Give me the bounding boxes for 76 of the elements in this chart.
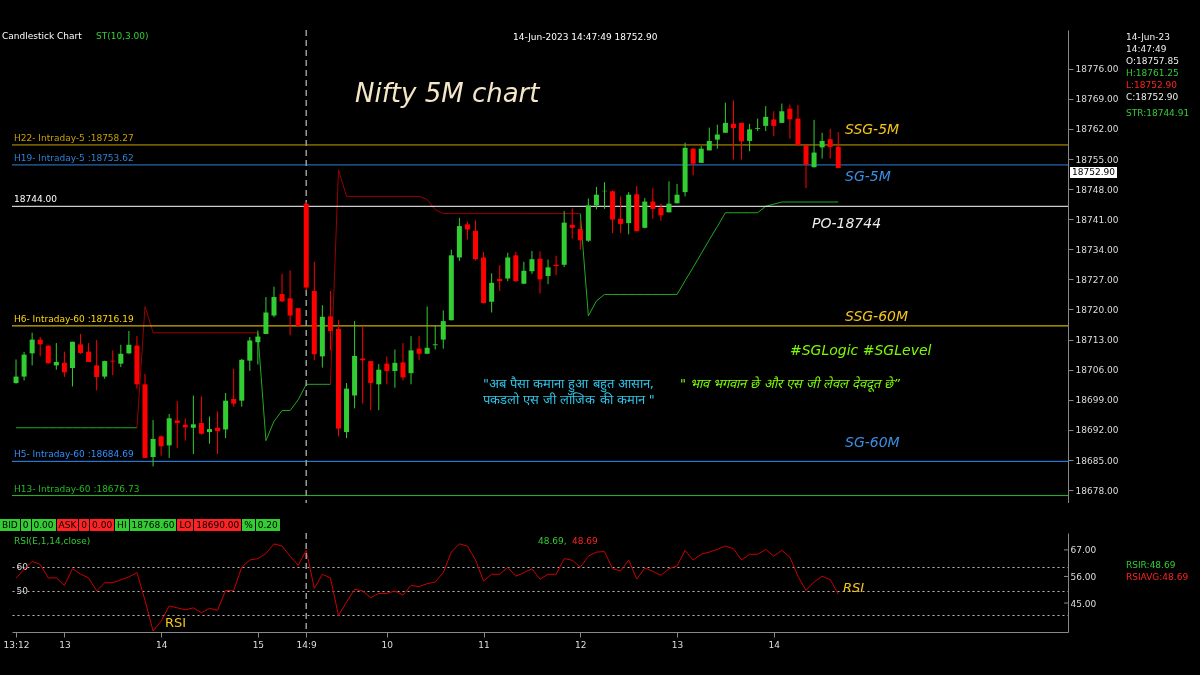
y-tick-label: 18713.00 <box>1075 335 1119 346</box>
y-tick-label: 18727.00 <box>1075 274 1119 285</box>
text: RSIR:48.69 <box>1126 560 1176 571</box>
annotation: SSG-60M <box>845 308 909 325</box>
ref-line-label: H6- Intraday-60 :18716.19 <box>14 313 134 324</box>
y-tick-label: 18699.00 <box>1075 395 1119 406</box>
x-tick-label: 12 <box>575 639 587 650</box>
annotation: " भाव भगवान छे और एस जी लेवल देवदूत छे” <box>680 376 900 392</box>
annotation: #SGLogic #SGLevel <box>790 342 932 359</box>
ref-line-label: H13- Intraday-60 :18676.73 <box>14 483 140 494</box>
y2-tick-label: 67.00 <box>1070 545 1097 556</box>
x-tick-label: 13 <box>671 639 684 650</box>
annotation: RSI(E,1,14,close) <box>14 536 91 547</box>
text: 0 <box>79 519 90 531</box>
ref-line-label: 18744.00 <box>14 194 58 205</box>
text: BID <box>0 519 20 531</box>
y-tick-label: 18685.00 <box>1075 455 1119 466</box>
annotation: SG-60M <box>845 434 900 451</box>
y-tick-label: 18678.00 <box>1075 485 1119 496</box>
annotation: Candlestick Chart <box>2 31 82 42</box>
text: 0 <box>20 519 31 531</box>
y-tick-label: 18741.00 <box>1075 214 1119 225</box>
text: ASK <box>56 519 79 531</box>
annotation: SSG-5M <box>845 121 900 138</box>
text: 14:47:49 <box>1126 44 1167 55</box>
x-tick-label: 11 <box>478 639 490 650</box>
text: 0.20 <box>255 519 280 531</box>
text: O:18757.85 <box>1126 56 1179 67</box>
text: 0.00 <box>31 519 56 531</box>
y-tick-label: 18734.00 <box>1075 244 1119 255</box>
text: 18768.60 <box>129 519 177 531</box>
text: LO <box>177 519 194 531</box>
y-tick-label: 18769.00 <box>1075 94 1119 105</box>
y2-tick-label: 56.00 <box>1070 571 1097 582</box>
y-tick-label: 18706.00 <box>1075 365 1119 376</box>
annotation: पकडलो एस जी लॉजिक की कमान " <box>483 392 655 408</box>
ref-line-label: H19- Intraday-5 :18753.62 <box>14 152 134 163</box>
annotation: RSI <box>165 615 187 631</box>
text: L:18752.90 <box>1126 80 1177 91</box>
annotation: PO-18744 <box>812 215 882 232</box>
y-tick-label: 50 <box>16 586 29 597</box>
text: 0.00 <box>90 519 115 531</box>
y-tick-label: 18692.00 <box>1075 425 1119 436</box>
text: H:18761.25 <box>1126 68 1179 79</box>
text: Nifty 5M chart <box>355 78 540 110</box>
x-tick-label: 10 <box>381 639 394 650</box>
text: % <box>242 519 255 531</box>
y-tick-label: 18776.00 <box>1075 64 1119 75</box>
y-tick-label: 18748.00 <box>1075 184 1119 195</box>
annotation: 48.69 <box>572 536 598 547</box>
text: HI <box>115 519 129 531</box>
y2-tick-label: 45.00 <box>1070 598 1097 609</box>
text: RSIAVG:48.69 <box>1126 572 1189 583</box>
y-tick-label: 60 <box>16 562 29 573</box>
y-tick-label: 18762.00 <box>1075 124 1119 135</box>
annotation: "अब पैसा कमाना हुआ बहुत आसान, <box>483 376 654 392</box>
annotation: 48.69, <box>538 536 567 547</box>
y-tick-label: 18720.00 <box>1075 305 1119 315</box>
annotation: SG-5M <box>845 168 891 185</box>
x-tick-label: 13:12 <box>3 639 30 650</box>
ref-line-label: H5- Intraday-60 :18684.69 <box>14 449 134 460</box>
chart-subtitle: 14-Jun-2023 14:47:49 18752.90 <box>513 32 658 43</box>
text: 14-Jun-23 <box>1126 32 1170 43</box>
x-tick-label: 14:9 <box>296 639 318 650</box>
text: 18690.00 <box>194 519 242 531</box>
annotation: RSI <box>843 580 865 596</box>
text: STR:18744.91 <box>1126 108 1190 119</box>
ref-line-label: H22- Intraday-5 :18758.27 <box>14 132 134 143</box>
text: 18752.90 <box>1070 167 1117 178</box>
x-tick-label: 14 <box>155 639 168 650</box>
annotation: ST(10,3.00) <box>96 31 149 42</box>
x-tick-label: 13 <box>59 639 71 650</box>
x-tick-label: 15 <box>252 639 265 650</box>
x-tick-label: 14 <box>768 639 781 650</box>
y-tick-label: 18755.00 <box>1075 154 1119 165</box>
text: C:18752.90 <box>1126 92 1179 103</box>
